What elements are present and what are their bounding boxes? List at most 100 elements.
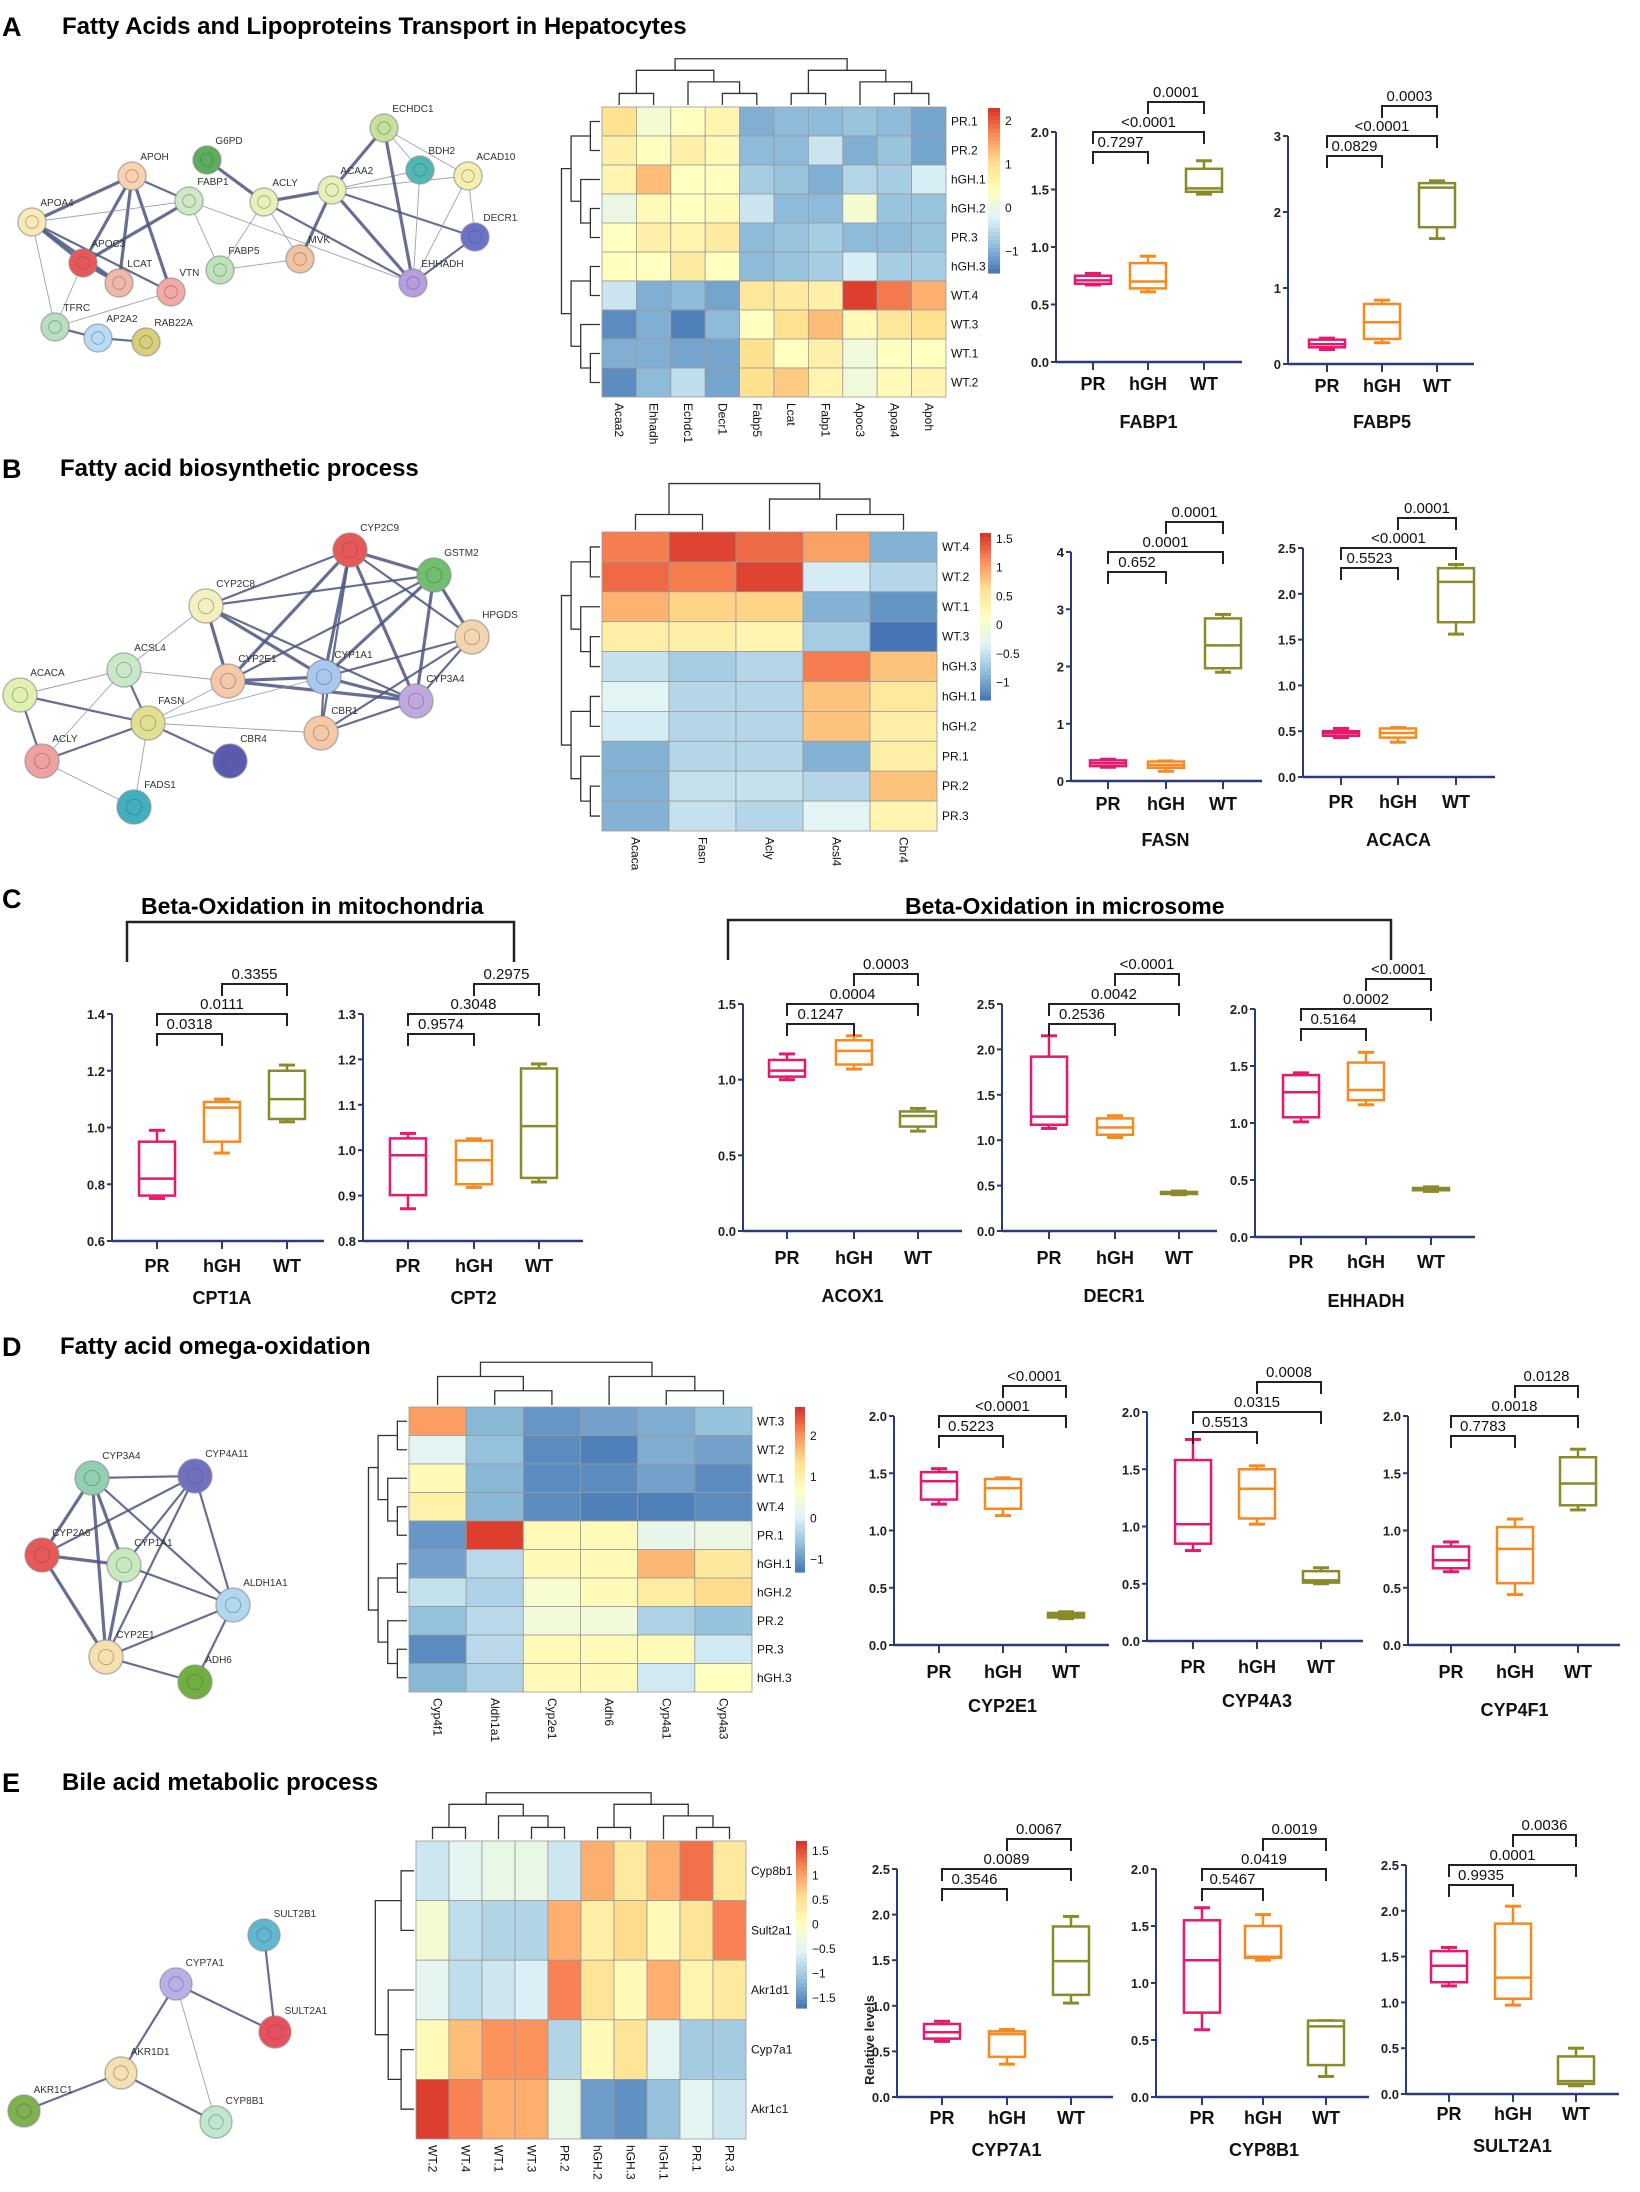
y-tick-label: 0.0 <box>1278 770 1296 785</box>
y-tick-label: 2.0 <box>977 1042 995 1057</box>
dendrogram-branch <box>618 92 655 105</box>
y-tick-label: 0.5 <box>1278 724 1296 739</box>
protein-node-label: FABP1 <box>197 177 229 188</box>
colorbar-segment <box>796 1949 807 1955</box>
heatmap-cell <box>415 2019 450 2080</box>
boxplot-cyp8b1: 0.0 0.5 1.0 1.5 2.0 PR hGH WT CYP8B1 0.5467 0.0419… <box>1131 1821 1369 2160</box>
heatmap-cell <box>773 135 809 166</box>
network-edge <box>19 669 125 696</box>
dendrogram-branch <box>570 135 591 202</box>
x-tick-label: WT <box>1052 1662 1080 1682</box>
x-tick-label: WT <box>525 1256 553 1276</box>
heatmap-col-label: Fabp1 <box>819 403 833 437</box>
colorbar-segment <box>988 219 1000 225</box>
heatmap-col-label: Acaca <box>629 837 643 871</box>
heatmap-cell <box>547 1959 582 2021</box>
heatmap-cell <box>869 651 938 682</box>
protein-structure-icon <box>113 2065 129 2081</box>
network-edge <box>320 636 473 734</box>
colorbar-segment <box>795 1534 805 1540</box>
heatmap-cell <box>808 135 844 166</box>
x-tick-label: PR <box>395 1256 420 1276</box>
significance-bracket <box>1107 571 1167 584</box>
significance-bracket <box>1448 1864 1577 1877</box>
colorbar-segment <box>795 1481 805 1486</box>
significance-bracket <box>1114 973 1180 986</box>
protein-node-cbr4 <box>212 743 248 779</box>
y-tick-label: 0.0 <box>1031 355 1049 370</box>
heatmap-row-label: PR.1 <box>942 749 969 763</box>
heatmap-cell <box>637 1577 696 1607</box>
panel-letter-e: E <box>2 1768 20 1798</box>
protein-node-label: APOA4 <box>40 198 74 209</box>
p-value-label: 0.0036 <box>1522 1817 1568 1834</box>
network-edge <box>120 1983 177 2074</box>
heatmap-cell <box>694 1406 753 1436</box>
colorbar-segment <box>796 1899 807 1905</box>
heatmap-cell <box>704 338 741 369</box>
significance-bracket <box>156 1013 288 1026</box>
heatmap-cell <box>580 1634 639 1664</box>
heatmap-cell <box>739 251 775 282</box>
protein-structure-icon <box>168 1976 184 1992</box>
y-tick-label: 1.0 <box>718 1073 736 1088</box>
dendrogram-branch <box>835 513 905 530</box>
heatmap-row-label: hGH.3 <box>757 1671 792 1685</box>
colorbar-segment <box>988 207 1000 212</box>
chart-layer: 0.0 0.5 1.0 1.5 2.0 PR hGH WT FABP1 0.7297 <0.0001… <box>2 58 1620 2180</box>
colorbar-segment <box>795 1497 805 1503</box>
protein-node-tfrc <box>40 312 70 342</box>
gene-label: CYP7A1 <box>971 2140 1041 2160</box>
colorbar-segment <box>988 165 1000 171</box>
heatmap-cell <box>735 531 804 563</box>
p-value-label: <0.0001 <box>1371 961 1426 978</box>
heatmap-cell <box>415 2078 450 2140</box>
gene-label: CYP2E1 <box>968 1696 1037 1716</box>
colorbar-segment <box>795 1563 805 1569</box>
protein-structure-icon <box>200 153 214 167</box>
box-pr <box>1431 1545 1471 1570</box>
protein-structure-icon <box>186 1673 204 1691</box>
significance-bracket <box>1300 1028 1367 1041</box>
heatmap-cell <box>408 1520 467 1550</box>
heatmap-cell <box>637 1663 696 1693</box>
heatmap-cell <box>842 280 878 311</box>
colorbar-segment <box>795 1473 805 1478</box>
colorbar-segment <box>795 1452 805 1458</box>
y-tick-label: 1.0 <box>338 1143 356 1158</box>
network-edge <box>205 573 435 608</box>
heatmap-cell <box>869 800 938 832</box>
heatmap-cell <box>514 1900 549 1961</box>
heatmap-cell <box>876 135 913 166</box>
heatmap-cell <box>911 164 947 195</box>
y-tick-label: 1.5 <box>872 1953 890 1968</box>
heatmap-cell <box>668 531 737 563</box>
heatmap-cell <box>637 1435 696 1465</box>
colorbar-segment <box>795 1411 805 1416</box>
x-tick-label: PR <box>1180 1657 1205 1677</box>
panel-title-e: Bile acid metabolic process <box>62 1769 378 1796</box>
protein-node-ehhadh <box>398 268 428 298</box>
protein-node-sult2b1 <box>247 1918 281 1952</box>
y-tick-label: 0.5 <box>1383 1581 1401 1596</box>
protein-node-label: AP2A2 <box>106 314 138 325</box>
protein-structure-icon <box>463 628 481 646</box>
heatmap-cell <box>842 367 878 398</box>
colorbar-tick-label: −1 <box>810 1553 824 1567</box>
network-edge <box>41 721 149 763</box>
protein-node-acsl4 <box>106 652 142 688</box>
colorbar-segment <box>795 1526 805 1532</box>
dendrogram-branch <box>589 265 600 297</box>
heatmap-col-label: Fasn <box>696 837 710 864</box>
dendrogram-branch <box>570 280 591 347</box>
protein-node-label: CBR1 <box>331 706 358 717</box>
p-value-label: 0.2975 <box>484 966 530 983</box>
significance-bracket <box>1192 1411 1322 1424</box>
colorbar-segment <box>795 1468 805 1474</box>
heatmap-col-label: Acsl4 <box>830 837 844 867</box>
protein-node-label: CBR4 <box>240 734 267 745</box>
significance-bracket <box>1448 1884 1514 1897</box>
boxplot-acaca: 0.0 0.5 1.0 1.5 2.0 2.5 PR hGH WT ACACA 0.5523 <0.0… <box>1278 500 1495 850</box>
protein-structure-icon <box>257 195 271 209</box>
colorbar-segment <box>988 260 1000 266</box>
